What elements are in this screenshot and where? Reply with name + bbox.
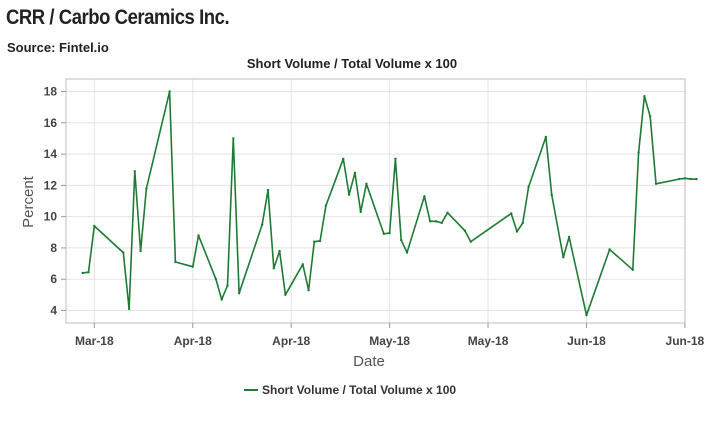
plot-frame: [66, 79, 685, 323]
y-tick-label: 12: [44, 178, 58, 192]
data-point: [192, 266, 194, 268]
data-point: [168, 90, 170, 92]
data-point: [695, 178, 697, 180]
data-point: [278, 250, 280, 252]
x-tick-label: Apr-18: [272, 334, 310, 348]
y-tick-label: 10: [44, 210, 58, 224]
data-point: [400, 239, 402, 241]
data-point: [354, 172, 356, 174]
data-point: [545, 136, 547, 138]
data-point: [568, 236, 570, 238]
data-point: [510, 212, 512, 214]
data-point: [226, 284, 228, 286]
y-tick-label: 8: [50, 241, 57, 255]
data-point: [406, 251, 408, 253]
chart-title: Short Volume / Total Volume x 100: [247, 56, 457, 71]
data-point: [232, 137, 234, 139]
data-point: [446, 212, 448, 214]
data-point: [87, 271, 89, 273]
x-tick-label: Jun-18: [666, 334, 705, 348]
data-point: [313, 241, 315, 243]
y-axis-title: Percent: [20, 175, 37, 228]
data-point: [470, 241, 472, 243]
data-point: [690, 178, 692, 180]
data-point: [441, 222, 443, 224]
data-point: [82, 272, 84, 274]
data-point: [551, 194, 553, 196]
data-point: [348, 194, 350, 196]
data-point: [516, 230, 518, 232]
data-point: [325, 205, 327, 207]
data-point: [122, 251, 124, 253]
grid: [66, 79, 685, 323]
data-point: [134, 170, 136, 172]
data-point: [307, 289, 309, 291]
data-point: [527, 186, 529, 188]
data-point: [284, 294, 286, 296]
y-tick-label: 14: [44, 147, 58, 161]
x-axis-title: Date: [353, 353, 385, 370]
data-point: [435, 220, 437, 222]
data-point: [221, 298, 223, 300]
data-point: [684, 177, 686, 179]
data-point: [383, 233, 385, 235]
data-point: [388, 232, 390, 234]
data-point: [522, 222, 524, 224]
data-point: [238, 292, 240, 294]
x-tick-label: May-18: [468, 334, 509, 348]
x-tick-label: Apr-18: [174, 334, 212, 348]
data-point: [365, 183, 367, 185]
data-point: [643, 95, 645, 97]
x-tick-label: May-18: [369, 334, 410, 348]
data-point: [637, 151, 639, 153]
data-point: [429, 220, 431, 222]
y-tick-label: 18: [44, 85, 58, 99]
data-point: [562, 256, 564, 258]
data-point: [342, 158, 344, 160]
data-point: [632, 269, 634, 271]
legend[interactable]: Short Volume / Total Volume x 100: [244, 383, 456, 397]
x-axis: Mar-18 Apr-18 Apr-18 May-18 May-18 Jun-18 Jun-…: [75, 323, 705, 348]
data-point: [360, 211, 362, 213]
data-point: [423, 195, 425, 197]
legend-label: Short Volume / Total Volume x 100: [262, 383, 456, 397]
data-point: [145, 187, 147, 189]
data-point: [139, 250, 141, 252]
data-point: [261, 223, 263, 225]
data-point: [215, 278, 217, 280]
y-axis: 4 6 8 10 12 14 16 18: [44, 85, 66, 318]
data-point: [174, 261, 176, 263]
data-point: [93, 225, 95, 227]
x-tick-label: Jun-18: [567, 334, 606, 348]
data-point: [649, 115, 651, 117]
data-point: [655, 183, 657, 185]
data-point: [464, 230, 466, 232]
data-point: [128, 308, 130, 310]
y-tick-label: 16: [44, 116, 58, 130]
x-tick-label: Mar-18: [75, 334, 114, 348]
data-point: [608, 248, 610, 250]
y-tick-label: 4: [50, 303, 57, 317]
data-point: [273, 267, 275, 269]
data-point: [319, 240, 321, 242]
data-point: [585, 314, 587, 316]
data-point: [302, 263, 304, 265]
data-point: [678, 178, 680, 180]
data-point: [197, 234, 199, 236]
y-tick-label: 6: [50, 272, 57, 286]
data-point: [394, 158, 396, 160]
data-point: [267, 189, 269, 191]
